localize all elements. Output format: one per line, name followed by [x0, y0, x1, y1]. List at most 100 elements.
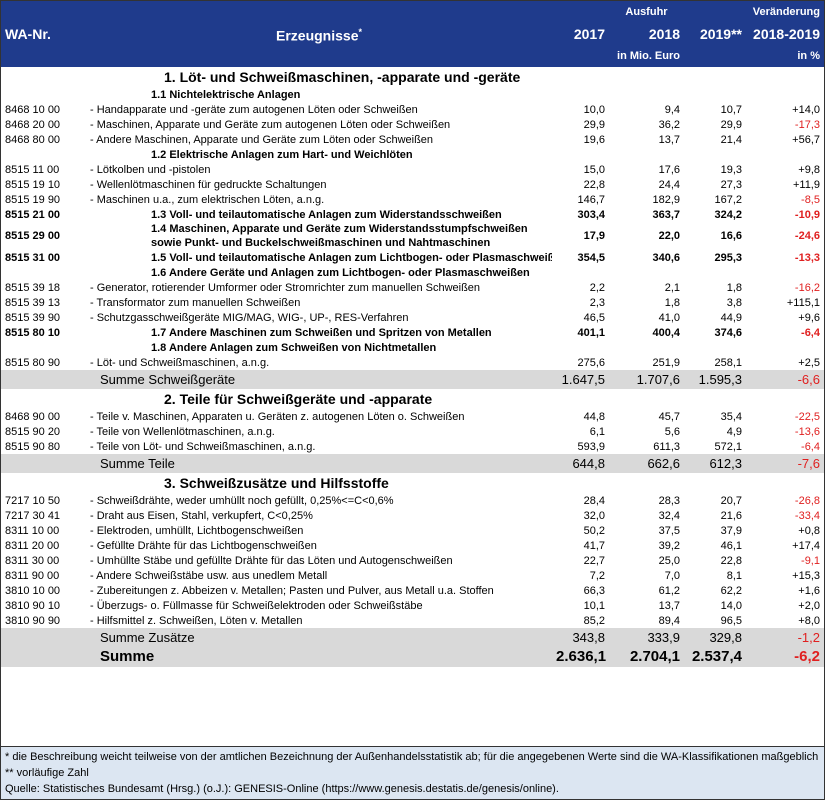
value-cell: 10,1 [583, 599, 605, 612]
header-cell: 2018 [609, 23, 684, 45]
code-cell: 8468 20 00 [5, 118, 61, 131]
value-cell: 21,4 [720, 133, 742, 146]
header-cell [684, 45, 746, 67]
change-cell: -6,2 [746, 647, 824, 667]
value-cell: 295,3 [714, 251, 742, 264]
header-row: Ausfuhr Veränderung [1, 1, 824, 23]
value-cell: 19,3 [720, 163, 742, 176]
sum-label: Summe Zusätze [86, 628, 552, 647]
change-cell: -9,1 [801, 554, 820, 567]
code-cell: 8311 10 00 [5, 524, 60, 537]
value-cell: 146,7 [577, 193, 605, 206]
value-cell: 2.636,1 [552, 647, 609, 667]
value-cell: 401,1 [577, 326, 605, 339]
cell [746, 265, 824, 280]
header-cell [1, 45, 86, 67]
change-cell: -33,4 [794, 509, 820, 522]
cell [684, 147, 746, 162]
value-cell: 39,2 [658, 539, 680, 552]
item-label: - Umhüllte Stäbe und gefüllte Drähte für… [90, 554, 453, 567]
code-cell: 8515 19 90 [5, 193, 61, 206]
table-row: 7217 30 41 - Draht aus Eisen, Stahl, verk… [1, 508, 824, 523]
value-cell: 27,3 [720, 178, 742, 191]
value-cell: 343,8 [552, 628, 609, 647]
value-cell: 44,8 [583, 410, 605, 423]
value-cell: 28,4 [583, 494, 605, 507]
code-cell: 8515 39 13 [5, 296, 61, 309]
value-cell: 15,0 [583, 163, 605, 176]
code-cell: 8515 80 90 [5, 356, 61, 369]
item-label: - Draht aus Eisen, Stahl, verkupfert, C<… [90, 509, 313, 522]
value-cell: 324,2 [714, 208, 742, 221]
value-cell: 21,6 [720, 509, 742, 522]
table-row: 8515 29 00 1.4 Maschinen, Apparate und Ge… [1, 222, 824, 250]
table-row: 8515 19 90 - Maschinen u.a., zum elektris… [1, 192, 824, 207]
code-cell: 8515 29 00 [5, 230, 61, 242]
table-row: 8311 20 00 - Gefüllte Drähte für das Lich… [1, 538, 824, 553]
cell [746, 340, 824, 355]
cell [1, 628, 86, 647]
item-label: - Wellenlötmaschinen für gedruckte Schal… [90, 178, 327, 191]
section-title: 1. Löt- und Schweißmaschinen, -apparate … [164, 69, 521, 85]
item-label: - Maschinen, Apparate und Geräte zum aut… [90, 118, 451, 131]
header-cell [86, 1, 552, 23]
value-cell: 1.595,3 [684, 370, 746, 389]
table-row: 1.2 Elektrische Anlagen zum Hart- und We… [1, 147, 824, 162]
value-cell: 2.704,1 [609, 647, 684, 667]
item-label: - Teile von Löt- und Schweißmaschinen, a… [90, 440, 316, 453]
table-body: Ausfuhr Veränderung WA-Nr. Erzeugnisse* … [1, 1, 824, 667]
value-cell: 2,2 [589, 281, 605, 294]
value-cell: 275,6 [577, 356, 605, 369]
change-cell: +9,8 [798, 163, 820, 176]
change-cell: +17,4 [792, 539, 820, 552]
value-cell: 1,8 [664, 296, 680, 309]
table-row: 8515 21 00 1.3 Voll- und teilautomatische… [1, 207, 824, 222]
value-cell: 96,5 [720, 614, 742, 627]
footnote-mark: * [358, 27, 362, 38]
item-label: - Gefüllte Drähte für das Lichtbogenschw… [90, 539, 317, 552]
table-row: 3810 90 90 - Hilfsmittel z. Schweißen, Lö… [1, 613, 824, 628]
value-cell: 24,4 [658, 178, 680, 191]
change-cell: -26,8 [794, 494, 820, 507]
code-cell: 8515 11 00 [5, 163, 60, 176]
code-cell: 8515 31 00 [5, 251, 61, 264]
value-cell: 400,4 [652, 326, 680, 339]
cell [609, 87, 684, 102]
value-cell: 20,7 [720, 494, 742, 507]
cell [609, 265, 684, 280]
code-cell: 3810 90 90 [5, 614, 61, 627]
table-row: 1. Löt- und Schweißmaschinen, -apparate … [1, 67, 824, 87]
footnote: ** vorläufige Zahl [5, 767, 89, 779]
table-row: 8468 80 00 - Andere Maschinen, Apparate u… [1, 132, 824, 147]
value-cell: 593,9 [577, 440, 605, 453]
value-cell: 167,2 [714, 193, 742, 206]
value-cell: 35,4 [720, 410, 742, 423]
table-row: 1.6 Andere Geräte und Anlagen zum Lichtb… [1, 265, 824, 280]
value-cell: 6,1 [589, 425, 605, 438]
sum-label: Summe Teile [86, 454, 552, 473]
table-row: 2. Teile für Schweißgeräte und -apparate [1, 389, 824, 409]
value-cell: 41,0 [658, 311, 680, 324]
item-label: - Hilfsmittel z. Schweißen, Löten v. Met… [90, 614, 303, 627]
table-row: 8515 39 13 - Transformator zum manuellen … [1, 295, 824, 310]
value-cell: 8,1 [726, 569, 742, 582]
header-cell [86, 45, 552, 67]
value-cell: 612,3 [684, 454, 746, 473]
cell [684, 265, 746, 280]
change-cell: +8,0 [798, 614, 820, 627]
cell [1, 647, 86, 667]
table-row: 8515 90 20 - Teile von Wellenlötmaschinen… [1, 424, 824, 439]
value-cell: 37,5 [658, 524, 680, 537]
item-label: - Andere Maschinen, Apparate und Geräte … [90, 133, 434, 146]
code-cell: 8515 80 10 [5, 326, 61, 339]
code-cell [1, 340, 86, 355]
value-cell: 62,2 [720, 584, 742, 597]
table-row: 8515 11 00 - Lötkolben und -pistolen 15,0 1… [1, 162, 824, 177]
header-cell: Ausfuhr [609, 1, 684, 23]
value-cell: 13,7 [658, 599, 680, 612]
item-label: - Elektroden, umhüllt, Lichtbogenschweiß… [90, 524, 304, 537]
header-row: in Mio. Euro in % [1, 45, 824, 67]
table-row: 8515 31 00 1.5 Voll- und teilautomatische… [1, 250, 824, 265]
value-cell: 45,7 [658, 410, 680, 423]
table-row: 8468 10 00 - Handapparate und -geräte zum… [1, 102, 824, 117]
